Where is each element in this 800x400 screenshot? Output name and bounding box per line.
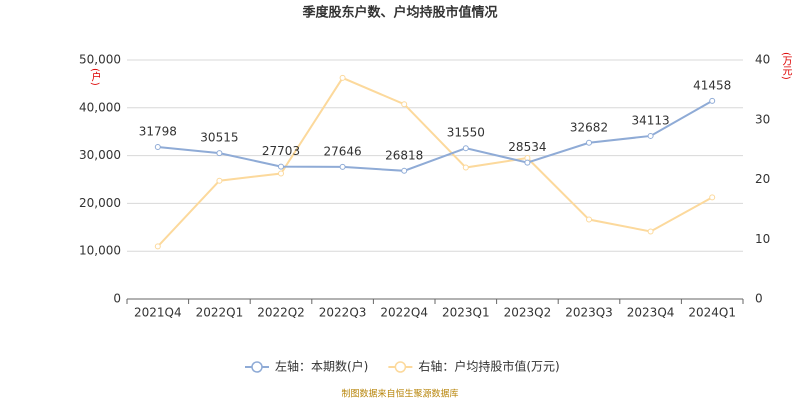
point <box>154 144 161 151</box>
data-label: 27703 <box>262 144 300 158</box>
point <box>462 164 469 171</box>
y-tick-label: 30,000 <box>79 148 121 162</box>
y-tick-label: 40,000 <box>79 100 121 114</box>
point <box>278 163 284 170</box>
x-tick-label: 2023Q1 <box>442 306 490 320</box>
data-label: 27646 <box>324 144 362 158</box>
series-line <box>157 76 713 248</box>
point <box>586 216 592 223</box>
legend-marker <box>394 361 407 373</box>
y2-axis-label: (万元) <box>780 52 792 80</box>
legend-label: 右轴：户均持股市值(万元) <box>418 359 559 374</box>
data-label: 31798 <box>139 125 177 139</box>
point <box>709 194 716 201</box>
x-tick-label: 2022Q3 <box>319 306 367 320</box>
y2-tick-label: 40 <box>755 53 770 67</box>
y-tick-label: 0 <box>113 292 121 306</box>
point <box>278 170 284 177</box>
legend-marker <box>251 361 263 373</box>
y-tick-label: 20,000 <box>79 196 121 210</box>
x-tick-label: 2023Q3 <box>565 306 613 320</box>
data-label: 26818 <box>385 148 423 162</box>
point <box>524 159 531 166</box>
y-axis-label: (户) <box>89 68 101 86</box>
y2-tick-label: 30 <box>755 112 770 126</box>
data-label: 28534 <box>508 140 546 154</box>
point <box>647 132 654 139</box>
point <box>586 139 592 146</box>
data-label: 30515 <box>200 131 238 145</box>
x-tick-label: 2022Q4 <box>380 306 428 320</box>
point <box>154 243 161 250</box>
y2-tick-label: 10 <box>755 232 770 246</box>
y-tick-label: 50,000 <box>79 53 121 67</box>
point <box>339 163 346 170</box>
y2-tick-label: 0 <box>755 292 763 306</box>
y-tick-label: 10,000 <box>79 244 121 258</box>
chart-title: 季度股东户数、户均持股市值情况 <box>301 5 497 21</box>
x-tick-label: 2022Q1 <box>196 306 244 320</box>
legend-label: 左轴：本期数(户) <box>275 359 368 374</box>
point <box>709 97 716 104</box>
point <box>647 228 654 235</box>
y2-tick-label: 20 <box>755 172 770 186</box>
x-tick-label: 2022Q2 <box>257 306 305 320</box>
data-label: 32682 <box>570 120 608 134</box>
x-tick-label: 2023Q2 <box>504 306 552 320</box>
point <box>462 145 469 152</box>
point <box>401 101 408 108</box>
source-note: 制图数据来自恒生聚源数据库 <box>341 388 458 400</box>
data-label: 34113 <box>632 113 670 127</box>
point <box>339 74 346 81</box>
series-line <box>157 99 713 172</box>
point <box>216 177 223 184</box>
x-tick-label: 2024Q1 <box>688 306 736 320</box>
point <box>216 150 223 157</box>
data-label: 41458 <box>693 78 731 92</box>
data-label: 31550 <box>447 126 485 140</box>
x-tick-label: 2023Q4 <box>627 306 675 320</box>
point <box>401 167 408 174</box>
x-tick-label: 2021Q4 <box>134 306 182 320</box>
